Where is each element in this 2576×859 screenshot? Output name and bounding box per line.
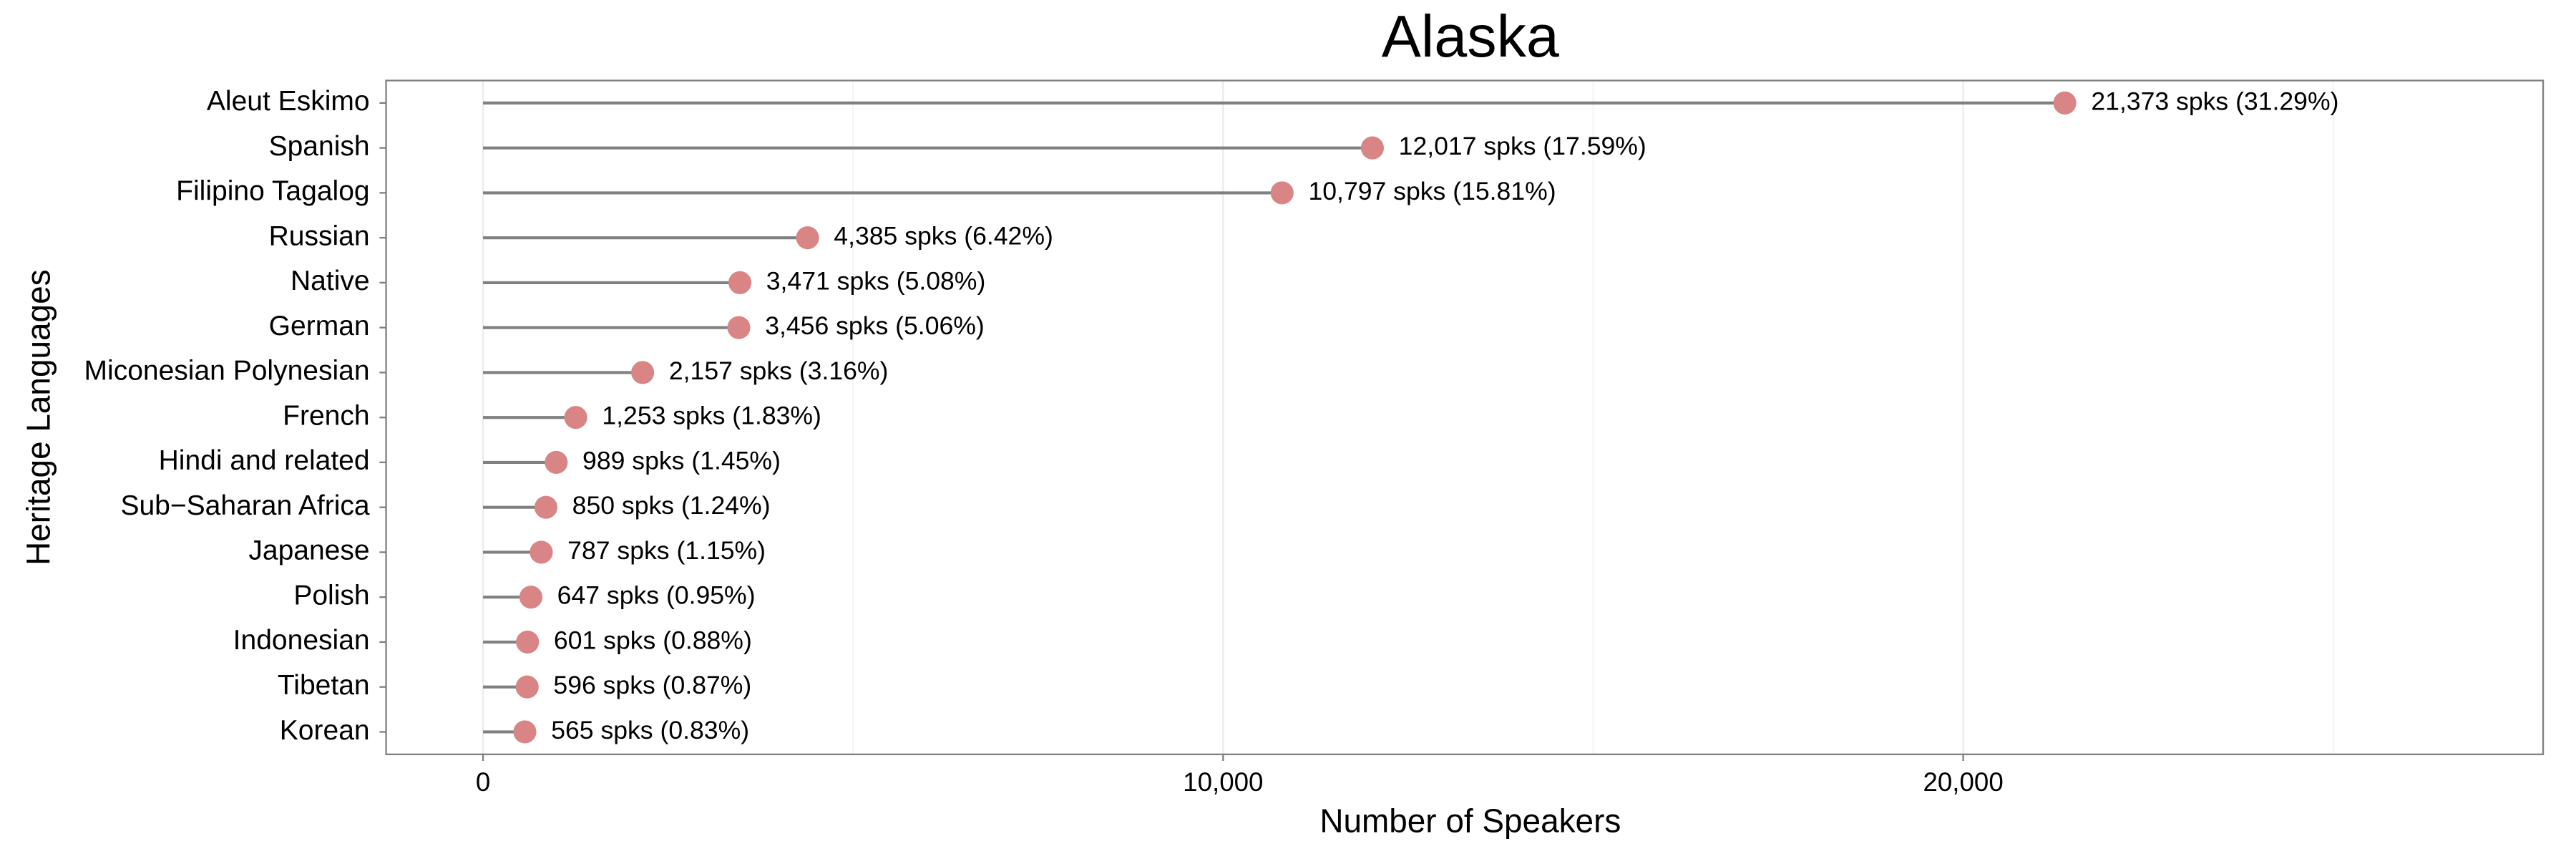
value-label: 2,157 spks (3.16%) <box>669 356 889 385</box>
y-tick-label: Japanese <box>248 535 369 566</box>
y-tick-label: Filipino Tagalog <box>176 176 369 207</box>
y-tick-label: Indonesian <box>233 625 370 656</box>
value-label: 10,797 spks (15.81%) <box>1308 177 1556 205</box>
value-label: 1,253 spks (1.83%) <box>602 402 821 430</box>
chart-title: Alaska <box>1382 3 1559 69</box>
dot <box>1360 136 1385 160</box>
x-tick-label: 20,000 <box>1923 767 2003 797</box>
y-tick-label: German <box>269 311 370 341</box>
dot <box>564 406 587 430</box>
value-label: 647 spks (0.95%) <box>557 581 756 610</box>
value-label: 989 spks (1.45%) <box>582 446 781 475</box>
dot <box>631 361 655 384</box>
dot <box>728 271 752 294</box>
value-label: 21,373 spks (31.29%) <box>2091 87 2338 115</box>
value-label: 850 spks (1.24%) <box>572 491 771 520</box>
dot <box>1270 181 1294 205</box>
dot <box>530 540 553 564</box>
value-label: 4,385 spks (6.42%) <box>834 222 1053 251</box>
y-tick-label: Miconesian Polynesian <box>84 356 370 387</box>
x-tick-label: 0 <box>476 767 490 797</box>
value-label: 3,456 spks (5.06%) <box>765 311 985 340</box>
x-axis-label: Number of Speakers <box>1319 802 1621 839</box>
y-tick-label: Polish <box>293 580 369 611</box>
dot <box>516 630 540 654</box>
value-label: 565 spks (0.83%) <box>551 716 749 744</box>
y-tick-label: French <box>283 400 369 431</box>
dot <box>727 316 751 339</box>
value-label: 601 spks (0.88%) <box>554 626 752 654</box>
value-label: 787 spks (1.15%) <box>567 536 766 565</box>
dot <box>513 720 537 744</box>
dot <box>545 450 568 474</box>
y-tick-label: Aleut Eskimo <box>207 86 370 117</box>
value-label: 3,471 spks (5.08%) <box>766 266 986 295</box>
dot <box>534 495 558 519</box>
y-tick-label: Russian <box>269 220 370 251</box>
dot <box>2053 91 2077 115</box>
value-label: 596 spks (0.87%) <box>553 671 751 699</box>
dot <box>796 226 819 250</box>
y-tick-label: Spanish <box>269 131 370 162</box>
y-tick-label: Native <box>291 266 370 296</box>
y-tick-label: Tibetan <box>278 670 370 701</box>
y-tick-label: Hindi and related <box>159 445 370 476</box>
x-tick-label: 10,000 <box>1183 767 1263 797</box>
y-axis-label: Heritage Languages <box>20 269 57 565</box>
y-tick-label: Korean <box>280 715 370 746</box>
dot <box>519 586 543 609</box>
dot <box>515 675 539 699</box>
y-tick-label: Sub−Saharan Africa <box>120 490 369 521</box>
value-label: 12,017 spks (17.59%) <box>1399 132 1646 160</box>
